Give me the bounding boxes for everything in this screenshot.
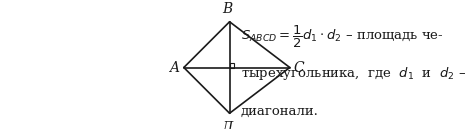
Text: A: A bbox=[169, 61, 179, 75]
Text: C: C bbox=[293, 61, 304, 75]
Text: тырехугольника,  где  $d_1$  и  $d_2$ –: тырехугольника, где $d_1$ и $d_2$ – bbox=[241, 64, 466, 82]
Text: диагонали.: диагонали. bbox=[241, 105, 318, 118]
Bar bbox=[229, 63, 234, 67]
Text: $S_{ABCD} = \dfrac{1}{2}d_1 \cdot d_2$ – площадь че-: $S_{ABCD} = \dfrac{1}{2}d_1 \cdot d_2$ –… bbox=[241, 24, 444, 50]
Text: Д: Д bbox=[221, 120, 233, 129]
Text: B: B bbox=[222, 2, 232, 16]
